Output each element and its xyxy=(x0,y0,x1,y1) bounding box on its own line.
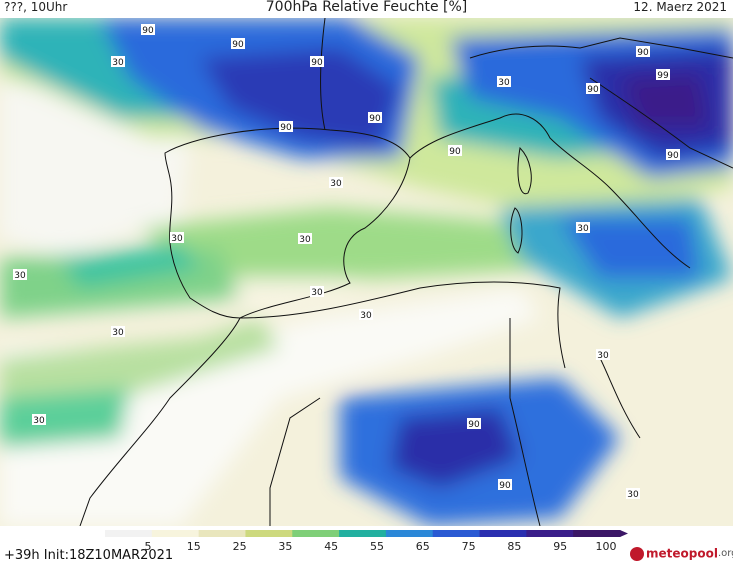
contour-label: 90 xyxy=(279,121,293,133)
contour-label: 30 xyxy=(13,269,27,281)
svg-text:99: 99 xyxy=(657,71,669,81)
contour-label: 99 xyxy=(656,69,670,81)
contour-label: 90 xyxy=(636,46,650,58)
svg-text:30: 30 xyxy=(14,271,26,281)
colorbar-label: 100 xyxy=(596,540,617,553)
colorbar-swatch xyxy=(573,530,621,537)
colorbar-swatch xyxy=(479,530,527,537)
forecast-info: +39h Init:18Z10MAR2021 xyxy=(4,548,174,563)
colorbar-swatch xyxy=(432,530,481,537)
colorbar-swatch xyxy=(339,530,387,537)
svg-text:90: 90 xyxy=(468,420,480,430)
svg-text:90: 90 xyxy=(369,114,381,124)
contour-label: 30 xyxy=(359,309,373,321)
meteopool-logo[interactable]: meteopool.org xyxy=(630,546,733,566)
svg-text:90: 90 xyxy=(587,85,599,95)
contour-label: 90 xyxy=(586,83,600,95)
logo-icon xyxy=(630,546,644,561)
colorbar-label: 35 xyxy=(278,540,292,553)
colorbar-label: 55 xyxy=(370,540,384,553)
colorbar-swatches xyxy=(105,530,628,537)
svg-text:30: 30 xyxy=(577,224,589,234)
colorbar-label: 5 xyxy=(145,540,152,553)
colorbar-label: 45 xyxy=(324,540,338,553)
colorbar-swatch xyxy=(292,530,340,537)
contour-label: 30 xyxy=(170,232,184,244)
contour-label: 30 xyxy=(32,414,46,426)
colorbar-swatch xyxy=(385,530,434,537)
contour-label: 90 xyxy=(467,418,481,430)
svg-text:90: 90 xyxy=(232,40,244,50)
colorbar-label: 15 xyxy=(187,540,201,553)
colorbar-swatch xyxy=(526,530,574,537)
contour-label: 30 xyxy=(329,177,343,189)
svg-text:90: 90 xyxy=(142,26,154,36)
colorbar-label: 85 xyxy=(507,540,521,553)
contour-label: 90 xyxy=(498,479,512,491)
contour-label: 30 xyxy=(111,326,125,338)
header-run-label: ???, 10Uhr xyxy=(4,0,68,14)
colorbar-end-arrow xyxy=(620,530,628,537)
contour-label: 30 xyxy=(497,76,511,88)
svg-text:30: 30 xyxy=(311,288,323,298)
contour-labels: 90 90 90 30 90 90 90 90 99 90 90 30 30 3… xyxy=(13,24,680,500)
svg-text:90: 90 xyxy=(311,58,323,68)
colorbar-swatch xyxy=(245,530,293,537)
svg-text:30: 30 xyxy=(330,179,342,189)
colorbar-swatch xyxy=(105,530,153,537)
svg-text:30: 30 xyxy=(112,58,124,68)
svg-text:30: 30 xyxy=(627,490,639,500)
svg-text:90: 90 xyxy=(637,48,649,58)
contour-label: 90 xyxy=(666,149,680,161)
svg-text:30: 30 xyxy=(577,225,589,235)
humidity-fields xyxy=(0,18,733,526)
colorbar-label: 75 xyxy=(462,540,476,553)
contour-label: 30 xyxy=(576,223,590,235)
svg-text:90: 90 xyxy=(667,151,679,161)
colorbar-label: 25 xyxy=(233,540,247,553)
contour-label: 30 xyxy=(298,233,312,245)
colorbar-label: 95 xyxy=(553,540,567,553)
colorbar-label: 65 xyxy=(416,540,430,553)
contour-label: 30 xyxy=(111,56,125,68)
svg-text:30: 30 xyxy=(112,328,124,338)
colorbar-swatch xyxy=(151,530,200,537)
contour-label: 90 xyxy=(231,38,245,50)
svg-text:30: 30 xyxy=(33,416,45,426)
svg-text:30: 30 xyxy=(498,78,510,88)
svg-text:30: 30 xyxy=(360,311,372,321)
valid-date: 12. Maerz 2021 xyxy=(633,0,727,14)
coastlines xyxy=(79,18,733,526)
contour-label: 90 xyxy=(448,145,462,157)
svg-text:30: 30 xyxy=(299,235,311,245)
humidity-map: 90 90 90 30 90 90 90 90 99 90 90 30 30 3… xyxy=(0,18,733,526)
contour-label: 90 xyxy=(368,112,382,124)
contour-label: 30 xyxy=(576,222,590,234)
contour-label: 30 xyxy=(596,349,610,361)
svg-text:90: 90 xyxy=(280,123,292,133)
contour-label: 30 xyxy=(310,286,324,298)
chart-title: 700hPa Relative Feuchte [%] xyxy=(265,0,468,15)
contour-label: 90 xyxy=(141,24,155,36)
colorbar-swatch xyxy=(198,530,246,537)
colorbar: 5 15 25 35 45 55 65 75 85 95 100 xyxy=(105,530,628,553)
svg-text:90: 90 xyxy=(499,481,511,491)
svg-text:90: 90 xyxy=(449,147,461,157)
svg-text:30: 30 xyxy=(597,351,609,361)
contour-label: 30 xyxy=(626,488,640,500)
colorbar-labels: 5 15 25 35 45 55 65 75 85 95 100 xyxy=(145,540,617,553)
contour-label: 90 xyxy=(310,56,324,68)
svg-text:30: 30 xyxy=(171,234,183,244)
